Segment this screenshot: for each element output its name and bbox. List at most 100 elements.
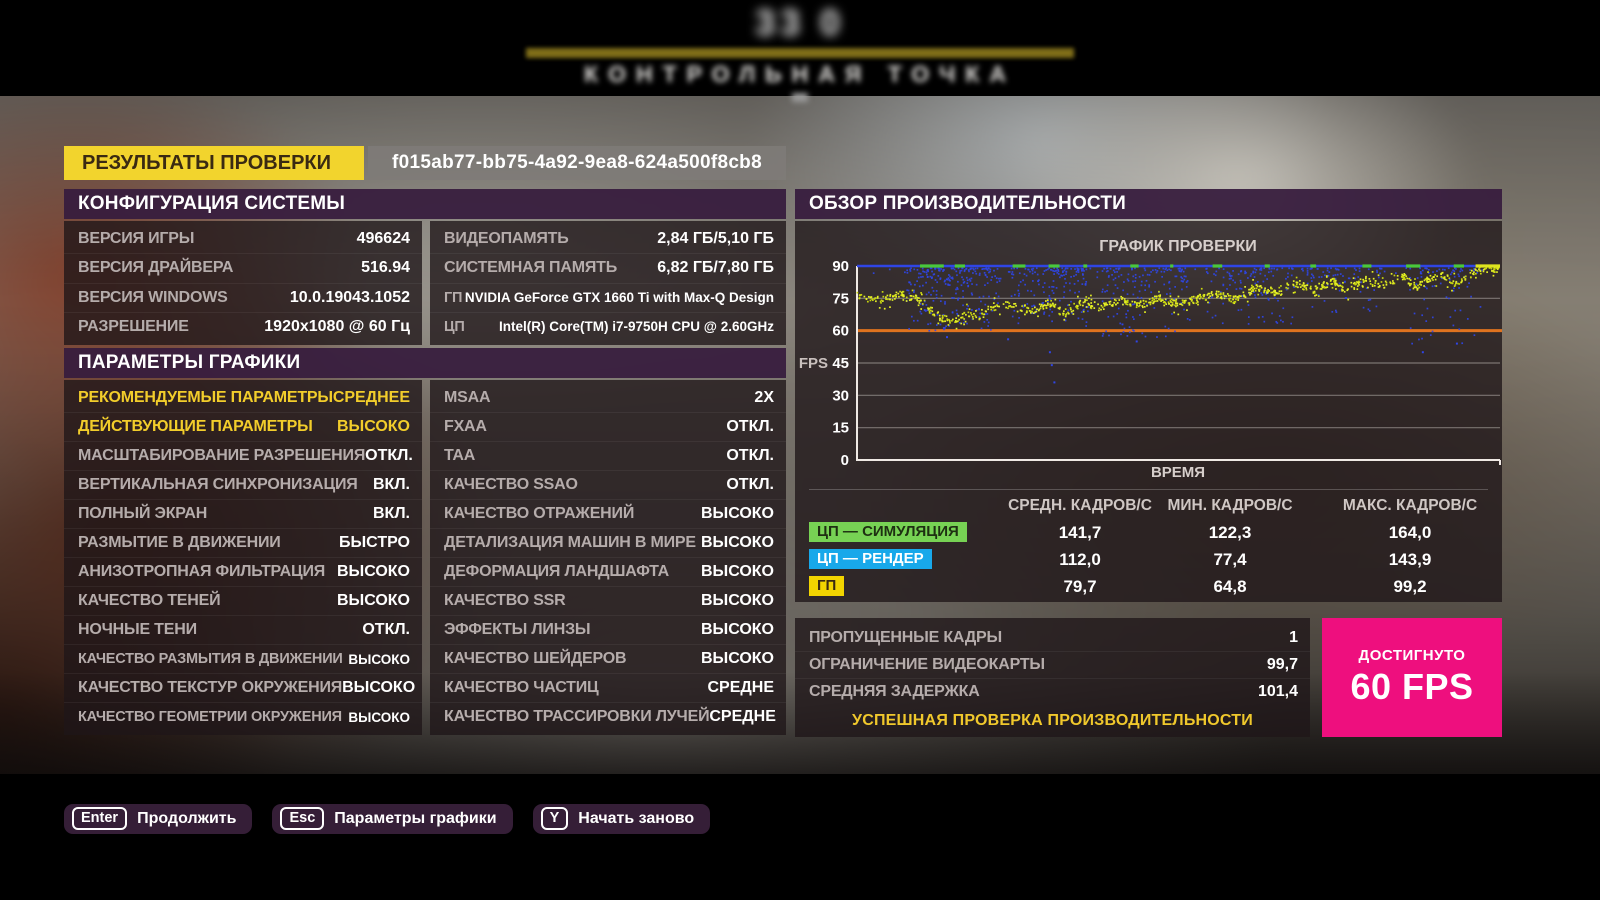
row-value: ВЫСОКО — [700, 592, 774, 609]
row-value: ОТКЛ. — [365, 447, 413, 464]
row-value: ВКЛ. — [373, 505, 410, 522]
row-value: 10.0.19043.1052 — [289, 288, 410, 306]
row-label: ПОЛНЫЙ ЭКРАН — [78, 505, 208, 522]
graphics-param-row: КАЧЕСТВО ТЕНЕЙ ВЫСОКО — [64, 586, 422, 615]
banner-marker-icon — [792, 93, 808, 102]
perf-stat-row: СРЕДНЯЯ ЗАДЕРЖКА 101,4 — [795, 678, 1310, 705]
svg-text:30: 30 — [832, 387, 849, 404]
system-config-row: ВИДЕОПАМЯТЬ 2,84 ГБ/5,10 ГБ — [430, 225, 786, 253]
row-value: 496624 — [356, 230, 410, 248]
row-value: ВКЛ. — [373, 476, 410, 493]
stats-separator — [809, 489, 1488, 490]
row-label: ДЕТАЛИЗАЦИЯ МАШИН В МИРЕ — [444, 534, 696, 551]
fps-stats-table: СРЕДН. КАДРОВ/С МИН. КАДРОВ/С МАКС. КАДРОВ… — [809, 493, 1488, 601]
row-label: ГП — [444, 289, 463, 306]
footer-button-label: Начать заново — [578, 809, 695, 827]
keycap-icon: Esc — [280, 807, 325, 830]
performance-header: ОБЗОР ПРОИЗВОДИТЕЛЬНОСТИ — [795, 189, 1502, 219]
stats-value: 79,7 — [1063, 577, 1097, 596]
footer-button-label: Продолжить — [137, 809, 237, 827]
row-label: РАЗМЫТИЕ В ДВИЖЕНИИ — [78, 534, 281, 551]
row-value: ОТКЛ. — [362, 621, 410, 638]
graphics-param-row: КАЧЕСТВО ТЕКСТУР ОКРУЖЕНИЯ ВЫСОКО — [64, 673, 422, 702]
footer-button-esc[interactable]: Esc Параметры графики — [272, 804, 513, 834]
row-value: 1920x1080 @ 60 Гц — [264, 317, 410, 335]
row-value: СРЕДНЕЕ — [332, 389, 411, 406]
results-title: РЕЗУЛЬТАТЫ ПРОВЕРКИ — [64, 146, 364, 180]
graphics-param-row: КАЧЕСТВО ЧАСТИЦ СРЕДНЕ — [430, 673, 786, 702]
row-label: КАЧЕСТВО РАЗМЫТИЯ В ДВИЖЕНИИ — [78, 651, 343, 667]
row-value: ВЫСОКО — [342, 679, 416, 696]
graphics-param-row: КАЧЕСТВО ОТРАЖЕНИЙ ВЫСОКО — [430, 499, 786, 528]
row-value: ВЫСОКО — [700, 534, 774, 551]
row-value: ВЫСОКО — [336, 592, 410, 609]
achieved-label: ДОСТИГНУТО — [1358, 647, 1466, 664]
system-config-row: ЦП Intel(R) Core(TM) i7-9750H CPU @ 2.60G… — [430, 311, 786, 341]
keycap-icon: Enter — [72, 807, 128, 830]
row-value: ВЫСОКО — [700, 563, 774, 580]
stats-column-header: МИН. КАДРОВ/С — [1167, 497, 1293, 514]
stats-value: 99,2 — [1393, 577, 1427, 596]
svg-text:15: 15 — [832, 420, 849, 437]
row-value: СРЕДНЕ — [709, 708, 776, 725]
svg-text:90: 90 — [832, 258, 849, 275]
footer-button-y[interactable]: Y Начать заново — [532, 804, 711, 834]
row-label: TAA — [444, 447, 476, 464]
row-label: КАЧЕСТВО SSAO — [444, 476, 578, 493]
row-value: ВЫСОКО — [336, 418, 410, 435]
banner-distance: 33 0 — [754, 2, 846, 43]
graphics-param-row: КАЧЕСТВО ТРАССИРОВКИ ЛУЧЕЙ СРЕДНЕ — [430, 702, 786, 731]
graphics-param-row: ДЕТАЛИЗАЦИЯ МАШИН В МИРЕ ВЫСОКО — [430, 528, 786, 557]
system-config-row: ВЕРСИЯ ИГРЫ 496624 — [64, 225, 422, 253]
achieved-fps-value: 60 FPS — [1350, 666, 1474, 707]
perf-stat-row: ОГРАНИЧЕНИЕ ВИДЕОКАРТЫ 99,7 — [795, 651, 1310, 678]
footer-button-enter[interactable]: Enter Продолжить — [64, 804, 253, 834]
graphics-param-row: РАЗМЫТИЕ В ДВИЖЕНИИ БЫСТРО — [64, 528, 422, 557]
system-config-row: РАЗРЕШЕНИЕ 1920x1080 @ 60 Гц — [64, 311, 422, 341]
graphics-param-row: НОЧНЫЕ ТЕНИ ОТКЛ. — [64, 615, 422, 644]
row-label: АНИЗОТРОПНАЯ ФИЛЬТРАЦИЯ — [78, 563, 326, 580]
row-value: ОТКЛ. — [726, 447, 774, 464]
row-label: ДЕФОРМАЦИЯ ЛАНДШАФТА — [444, 563, 669, 580]
row-label: ВЕРСИЯ WINDOWS — [78, 288, 228, 306]
stats-column-header: МАКС. КАДРОВ/С — [1342, 497, 1478, 514]
row-value: БЫСТРО — [339, 534, 410, 551]
row-value: 1 — [1289, 628, 1298, 646]
row-value: 101,4 — [1257, 683, 1298, 700]
row-label: КАЧЕСТВО ГЕОМЕТРИИ ОКРУЖЕНИЯ — [78, 709, 342, 725]
row-label: ВЕРСИЯ ДРАЙВЕРА — [78, 259, 234, 277]
stats-value: 164,0 — [1388, 523, 1432, 542]
stats-row: ЦП — СИМУЛЯЦИЯ 141,7 122,3 164,0 — [809, 520, 1488, 547]
row-label: ВЕРСИЯ ИГРЫ — [78, 230, 195, 248]
graphics-param-row: КАЧЕСТВО SSAO ОТКЛ. — [430, 470, 786, 499]
stats-value: 112,0 — [1059, 550, 1101, 569]
row-label: FXAA — [444, 418, 487, 435]
checkpoint-banner: 33 0 КОНТРОЛЬНАЯ ТОЧКА — [0, 0, 1600, 102]
success-text: УСПЕШНАЯ ПРОВЕРКА ПРОИЗВОДИТЕЛЬНОСТИ — [852, 712, 1253, 729]
row-value: NVIDIA GeForce GTX 1660 Ti with Max-Q De… — [464, 290, 774, 306]
row-label: ОГРАНИЧЕНИЕ ВИДЕОКАРТЫ — [809, 656, 1045, 673]
stats-row: ЦП — РЕНДЕР 112,0 77,4 143,9 — [809, 547, 1488, 574]
achieved-fps-badge: ДОСТИГНУТО 60 FPS — [1322, 618, 1502, 737]
row-label: РЕКОМЕНДУЕМЫЕ ПАРАМЕТРЫ — [78, 389, 333, 406]
svg-text:45: 45 — [832, 355, 849, 372]
graphics-param-row: ВЕРТИКАЛЬНАЯ СИНХРОНИЗАЦИЯ ВКЛ. — [64, 470, 422, 499]
row-value: 2X — [754, 389, 774, 406]
row-label: MSAA — [444, 389, 491, 406]
graphics-param-row: ДЕФОРМАЦИЯ ЛАНДШАФТА ВЫСОКО — [430, 557, 786, 586]
graphics-param-row: МАСШТАБИРОВАНИЕ РАЗРЕШЕНИЯ ОТКЛ. — [64, 441, 422, 470]
graphics-params-right-panel: MSAA 2X FXAA ОТКЛ. TAA ОТКЛ. КАЧЕСТВО SSAO ОТКЛ… — [430, 380, 786, 735]
banner-title: КОНТРОЛЬНАЯ ТОЧКА — [584, 61, 1016, 87]
row-label: ЭФФЕКТЫ ЛИНЗЫ — [444, 621, 591, 638]
row-label: КАЧЕСТВО SSR — [444, 592, 566, 609]
stats-value: 122,3 — [1208, 523, 1252, 542]
row-label: СИСТЕМНАЯ ПАМЯТЬ — [444, 259, 617, 277]
system-config-header: КОНФИГУРАЦИЯ СИСТЕМЫ — [64, 189, 786, 219]
graphics-param-row: КАЧЕСТВО РАЗМЫТИЯ В ДВИЖЕНИИ ВЫСОКО — [64, 644, 422, 673]
row-value: ВЫСОКО — [348, 709, 410, 725]
svg-text:ГРАФИК ПРОВЕРКИ: ГРАФИК ПРОВЕРКИ — [1099, 238, 1256, 255]
legend-chip: ЦП — РЕНДЕР — [809, 549, 932, 569]
row-value: 99,7 — [1266, 656, 1298, 673]
system-config-left-panel: ВЕРСИЯ ИГРЫ 496624 ВЕРСИЯ ДРАЙВЕРА 516.94 ВЕ… — [64, 221, 422, 345]
graphics-param-row: ДЕЙСТВУЮЩИЕ ПАРАМЕТРЫ ВЫСОКО — [64, 412, 422, 441]
